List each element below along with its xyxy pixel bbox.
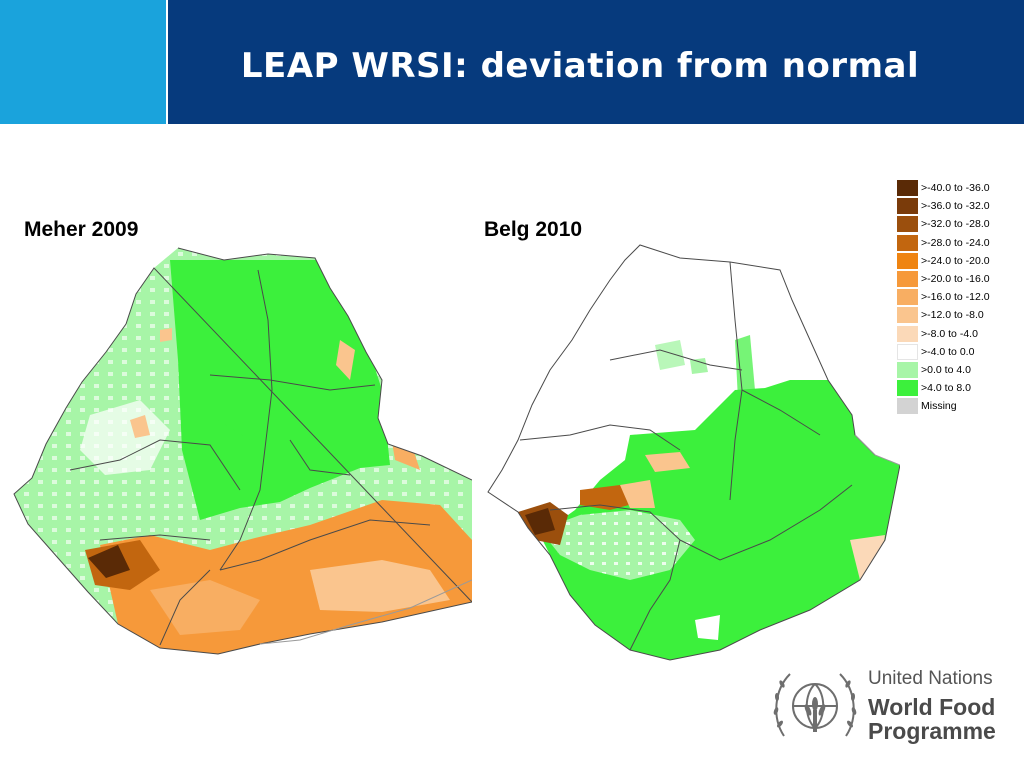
legend-item: >-12.0 to -8.0	[897, 306, 1021, 324]
legend-label: >-32.0 to -28.0	[921, 218, 990, 231]
legend-swatch	[897, 361, 918, 378]
legend-swatch	[897, 234, 918, 251]
map-legend: >-40.0 to -36.0 >-36.0 to -32.0 >-32.0 to …	[897, 179, 1021, 415]
legend-label: >-12.0 to -8.0	[921, 309, 984, 322]
header-divider	[166, 0, 168, 124]
map-belg-2010-fill	[488, 245, 900, 660]
legend-item: >-24.0 to -20.0	[897, 252, 1021, 270]
legend-swatch	[897, 307, 918, 324]
logo-text-united-nations: United Nations	[868, 668, 993, 689]
legend-item: >-20.0 to -16.0	[897, 270, 1021, 288]
legend-swatch	[897, 325, 918, 342]
legend-swatch	[897, 252, 918, 269]
map-label-meher-2009: Meher 2009	[24, 218, 139, 241]
wfp-wheat-globe-emblem-icon	[773, 673, 857, 737]
legend-swatch	[897, 271, 918, 288]
map-belg-2010	[487, 244, 900, 661]
legend-label: >-8.0 to -4.0	[921, 327, 978, 340]
legend-item: >-16.0 to -12.0	[897, 288, 1021, 306]
legend-swatch	[897, 180, 918, 197]
wfp-logo: United Nations World Food Programme	[768, 666, 1018, 746]
legend-label: >-16.0 to -12.0	[921, 291, 990, 304]
legend-label: >-20.0 to -16.0	[921, 273, 990, 286]
header-accent-block	[0, 0, 166, 124]
legend-label: >-40.0 to -36.0	[921, 182, 990, 195]
legend-item: >-4.0 to 0.0	[897, 343, 1021, 361]
legend-label: >-28.0 to -24.0	[921, 236, 990, 249]
legend-swatch	[897, 343, 918, 360]
legend-item: >-32.0 to -28.0	[897, 215, 1021, 233]
legend-swatch	[897, 380, 918, 397]
legend-swatch	[897, 198, 918, 215]
legend-swatch	[897, 216, 918, 233]
header-bar: LEAP WRSI: deviation from normal	[0, 0, 1024, 124]
legend-label: >-24.0 to -20.0	[921, 254, 990, 267]
map-label-belg-2010: Belg 2010	[484, 218, 583, 241]
legend-item: Missing	[897, 397, 1021, 415]
logo-text-world-food: World Food	[868, 694, 996, 720]
legend-item: >-8.0 to -4.0	[897, 325, 1021, 343]
legend-item: >4.0 to 8.0	[897, 379, 1021, 397]
slide-title: LEAP WRSI: deviation from normal	[240, 46, 920, 86]
legend-label: >-36.0 to -32.0	[921, 200, 990, 213]
logo-text-programme: Programme	[868, 718, 996, 744]
map-meher-2009-fill	[14, 248, 472, 654]
legend-item: >-28.0 to -24.0	[897, 234, 1021, 252]
legend-label: >0.0 to 4.0	[921, 363, 971, 376]
legend-swatch	[897, 398, 918, 415]
legend-label: >4.0 to 8.0	[921, 382, 971, 395]
legend-item: >-36.0 to -32.0	[897, 197, 1021, 215]
legend-item: >-40.0 to -36.0	[897, 179, 1021, 197]
map-belg-2010-borders	[487, 244, 900, 661]
map-meher-2009	[13, 247, 472, 655]
legend-swatch	[897, 289, 918, 306]
legend-label: >-4.0 to 0.0	[921, 345, 975, 358]
legend-label: Missing	[921, 400, 957, 413]
legend-item: >0.0 to 4.0	[897, 361, 1021, 379]
map-meher-2009-borders	[13, 247, 472, 655]
